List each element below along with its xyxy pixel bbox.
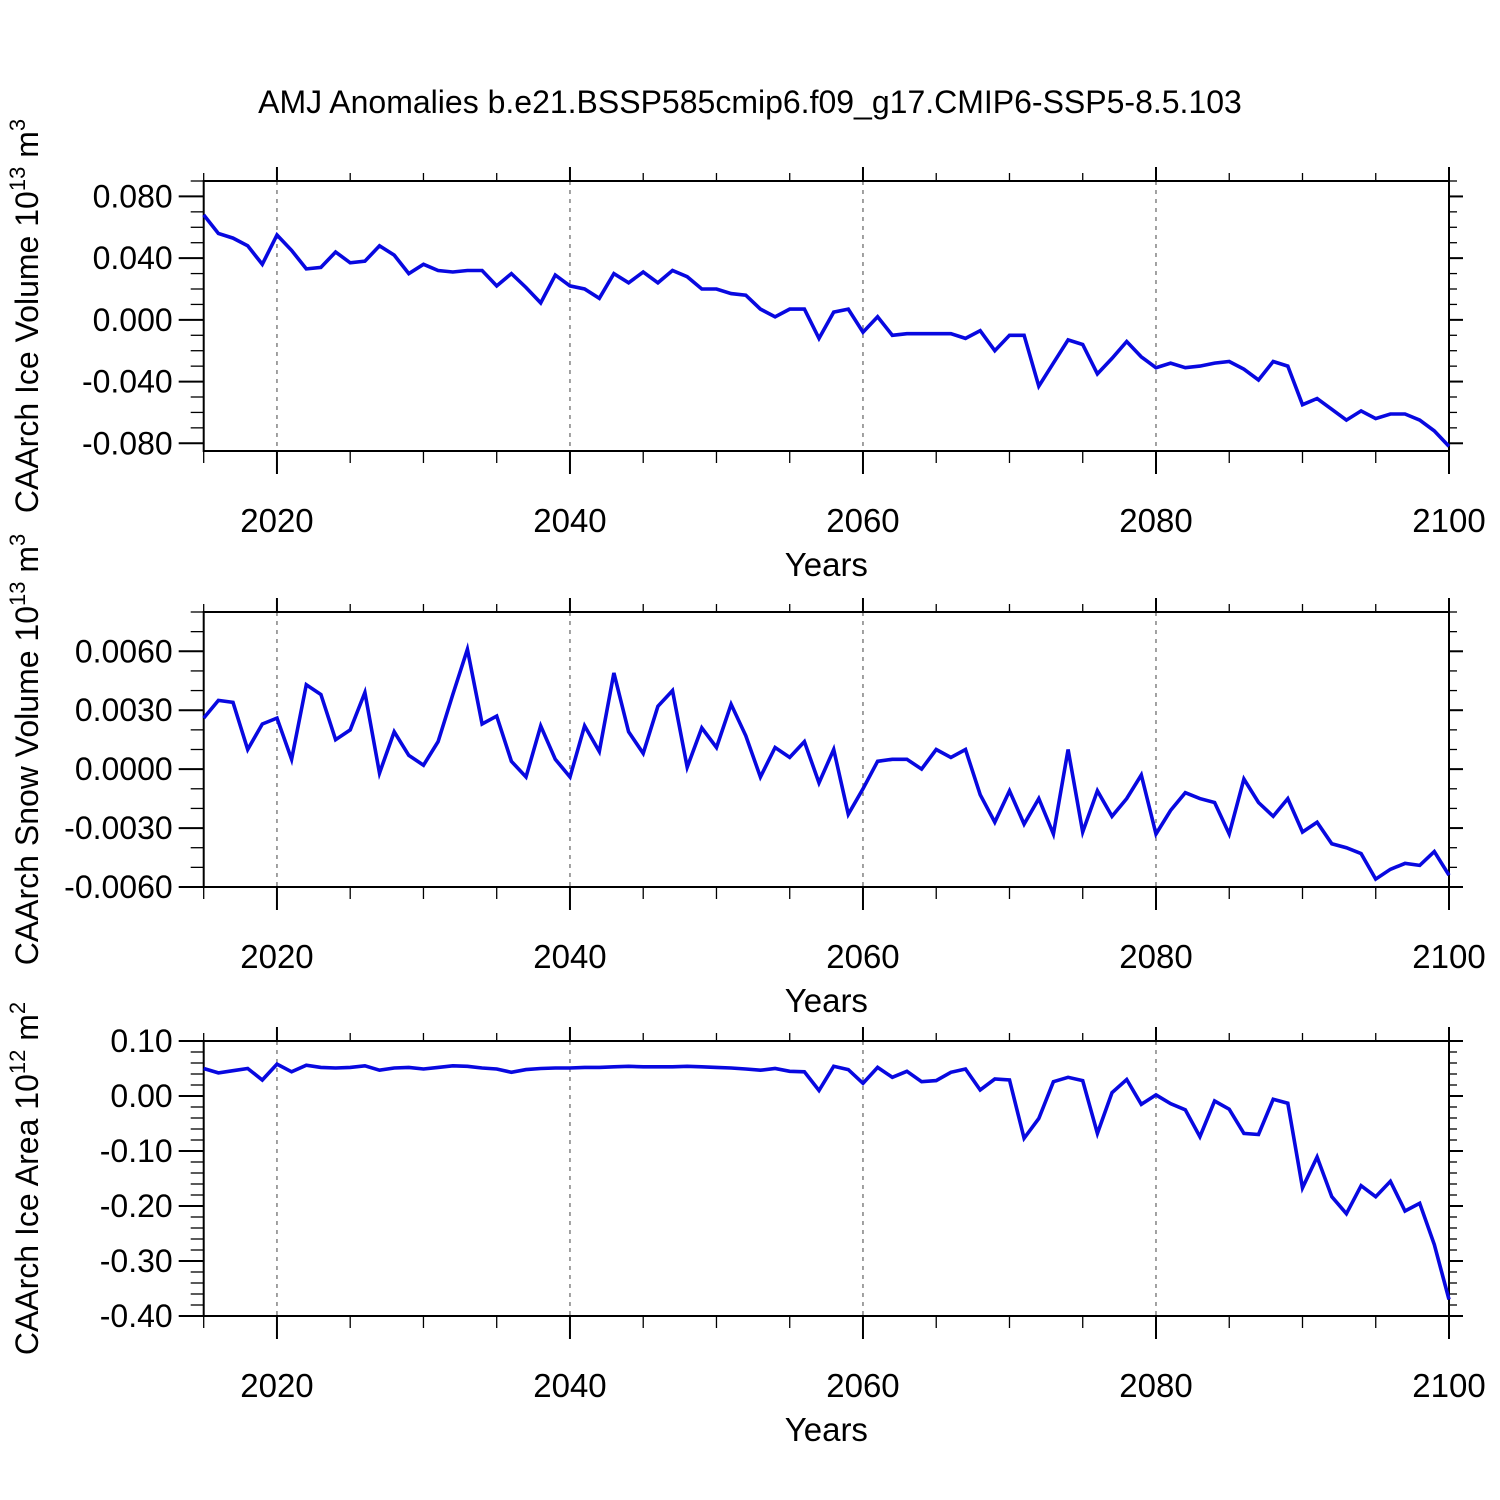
x-tick-label: 2100	[1412, 938, 1485, 975]
x-tick-label: 2060	[826, 1367, 899, 1404]
panel-frame	[202, 611, 1451, 888]
panel-ice-area: 0.10 0.00 -0.10 -0.20 -0.30 -0.40 2020 2040 2060…	[5, 1002, 1486, 1448]
y-axis-title: CAArch Ice Volume 1013 m3	[5, 119, 45, 513]
y-axis-title: CAArch Snow Volume 1013 m3	[5, 534, 45, 966]
y-tick-label: 0.040	[93, 240, 173, 276]
x-tick-label: 2040	[533, 502, 606, 539]
x-axis-title: Years	[785, 546, 868, 583]
y-tick-label: 0.0060	[75, 633, 173, 669]
panel-ice-volume: 0.080 0.040 0.000 -0.040 -0.080 2020 2040 2060 2…	[5, 119, 1486, 583]
y-tick-label: 0.080	[93, 178, 173, 214]
y-tick-label: -0.40	[100, 1298, 173, 1334]
x-tick-label: 2080	[1119, 502, 1192, 539]
y-tick-label: 0.0030	[75, 692, 173, 728]
series-line-ice-area	[203, 1061, 1451, 1300]
panel-frame	[202, 1040, 1451, 1317]
series-line-ice-volume	[202, 213, 1451, 448]
y-tick-label: 0.10	[110, 1023, 172, 1059]
x-tick-label: 2040	[533, 1367, 606, 1404]
x-tick-label: 2080	[1119, 1367, 1192, 1404]
chart-title: AMJ Anomalies b.e21.BSSP585cmip6.f09_g17…	[258, 84, 1242, 120]
y-axis-title: CAArch Ice Area 1012 m2	[5, 1002, 45, 1355]
x-tick-label: 2060	[826, 938, 899, 975]
y-tick-label: -0.0060	[64, 869, 173, 905]
y-tick-label: -0.040	[82, 364, 173, 400]
y-tick-label: -0.10	[100, 1133, 173, 1169]
x-tick-label: 2020	[240, 502, 313, 539]
x-tick-label: 2040	[533, 938, 606, 975]
panel-frame	[202, 180, 1451, 452]
x-tick-label: 2080	[1119, 938, 1192, 975]
series-line-snow-volume	[202, 642, 1451, 882]
y-tick-label: -0.20	[100, 1188, 173, 1224]
y-tick-label: -0.0030	[64, 810, 173, 846]
panel-snow-volume: 0.0060 0.0030 0.0000 -0.0030 -0.0060 2020 2040…	[5, 534, 1486, 1019]
x-tick-label: 2020	[240, 938, 313, 975]
y-tick-label: 0.0000	[75, 751, 173, 787]
x-tick-label: 2100	[1412, 1367, 1485, 1404]
y-tick-label: -0.080	[82, 425, 173, 461]
x-tick-label: 2020	[240, 1367, 313, 1404]
y-tick-label: 0.000	[93, 302, 173, 338]
x-tick-label: 2100	[1412, 502, 1485, 539]
y-tick-label: 0.00	[110, 1078, 172, 1114]
x-axis-title: Years	[785, 1411, 868, 1448]
y-tick-label: -0.30	[100, 1243, 173, 1279]
x-tick-label: 2060	[826, 502, 899, 539]
x-axis-title: Years	[785, 982, 868, 1019]
